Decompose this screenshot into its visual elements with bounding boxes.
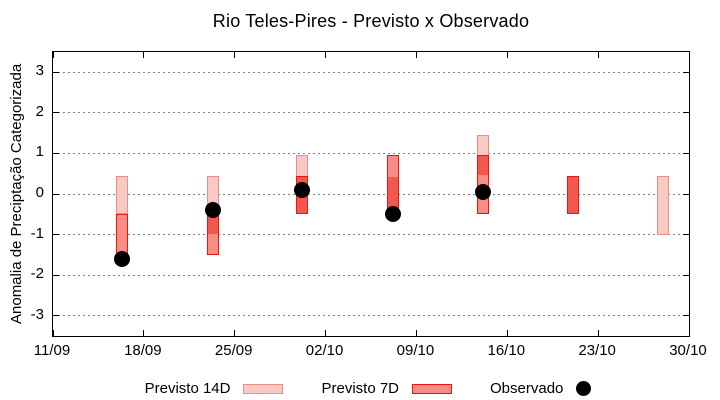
x-tick-label: 16/10 <box>487 342 526 359</box>
y-tick-label: -1 <box>30 224 44 242</box>
previsto-7d-swatch <box>412 383 453 394</box>
x-tick-mark-bottom <box>597 330 599 336</box>
observado-dot <box>385 206 402 223</box>
x-tick-label: 30/10 <box>669 342 707 359</box>
y-tick-mark-left <box>53 152 59 154</box>
x-tick-mark-top <box>325 52 327 58</box>
legend-item-previsto-7d: Previsto 7D <box>321 380 453 397</box>
y-tick-mark-left <box>53 234 59 236</box>
y-tick-mark-right <box>683 315 689 317</box>
y-tick-mark-left <box>53 112 59 114</box>
previsto-7d-outline <box>115 214 128 255</box>
legend-label-observado: Observado <box>490 380 564 397</box>
x-tick-mark-top <box>143 52 145 58</box>
legend-label-previsto-14d: Previsto 14D <box>144 380 231 397</box>
gridline <box>53 152 689 154</box>
x-tick-mark-bottom <box>52 330 54 336</box>
x-tick-mark-bottom <box>234 330 236 336</box>
gridline <box>53 234 689 236</box>
gridline <box>53 71 689 73</box>
observado-swatch <box>576 381 592 396</box>
x-tick-mark-bottom <box>325 330 327 336</box>
forecast-overlap-region <box>206 214 219 235</box>
y-tick-mark-right <box>683 234 689 236</box>
previsto-14d-bar <box>657 175 670 235</box>
legend: Previsto 14D Previsto 7D Observado <box>8 380 720 397</box>
x-tick-mark-top <box>52 52 54 58</box>
y-tick-label: 0 <box>35 184 44 201</box>
x-tick-mark-top <box>506 52 508 58</box>
y-tick-label: -3 <box>30 305 44 323</box>
observado-dot <box>204 202 221 219</box>
previsto-7d-outline <box>567 175 580 215</box>
observado-dot <box>474 183 491 200</box>
previsto-7d-outline <box>206 214 219 255</box>
gridline <box>53 193 689 195</box>
y-tick-mark-right <box>683 71 689 73</box>
y-tick-mark-left <box>53 274 59 276</box>
x-tick-label: 23/10 <box>578 342 616 359</box>
x-tick-label: 18/09 <box>124 342 162 359</box>
x-tick-mark-top <box>688 52 690 58</box>
previsto-14d-bar <box>115 175 128 215</box>
y-tick-mark-right <box>683 274 689 276</box>
forecast-overlap-region <box>567 175 580 215</box>
y-tick-label: 1 <box>35 143 44 161</box>
x-tick-mark-top <box>415 52 417 58</box>
forecast-overlap-region <box>476 155 489 176</box>
gridline <box>53 315 689 317</box>
legend-label-previsto-7d: Previsto 7D <box>321 380 400 397</box>
plot-area <box>52 51 690 337</box>
gridline <box>53 274 689 276</box>
x-tick-mark-top <box>597 52 599 58</box>
y-tick-mark-right <box>683 112 689 114</box>
y-tick-mark-right <box>683 193 689 195</box>
gridline <box>53 112 689 114</box>
y-tick-label: 3 <box>35 62 44 80</box>
x-tick-mark-bottom <box>143 330 145 336</box>
x-tick-mark-bottom <box>415 330 417 336</box>
y-tick-label: -2 <box>30 265 44 283</box>
legend-item-previsto-14d: Previsto 14D <box>145 380 284 397</box>
previsto-14d-outline <box>657 175 670 235</box>
previsto-14d-outline <box>476 135 489 176</box>
y-tick-mark-left <box>53 71 59 73</box>
y-tick-label: 2 <box>35 102 44 120</box>
previsto-14d-swatch <box>243 383 284 394</box>
x-tick-label: 02/10 <box>305 342 344 359</box>
observado-dot <box>113 250 130 267</box>
x-tick-label: 11/09 <box>33 342 71 359</box>
x-tick-mark-bottom <box>688 330 690 336</box>
x-tick-mark-top <box>234 52 236 58</box>
y-tick-mark-right <box>683 152 689 154</box>
previsto-7d-bar <box>115 214 128 255</box>
x-tick-label: 09/10 <box>396 342 435 359</box>
forecast-overlap-region <box>387 175 400 215</box>
y-tick-mark-left <box>53 315 59 317</box>
chart-title: Rio Teles-Pires - Previsto x Observado <box>212 11 530 31</box>
x-tick-label: 25/09 <box>214 342 253 359</box>
x-tick-mark-bottom <box>506 330 508 336</box>
previsto-14d-outline <box>115 175 128 215</box>
observado-dot <box>294 181 311 198</box>
legend-item-observado: Observado <box>490 380 592 397</box>
y-tick-mark-left <box>53 193 59 195</box>
